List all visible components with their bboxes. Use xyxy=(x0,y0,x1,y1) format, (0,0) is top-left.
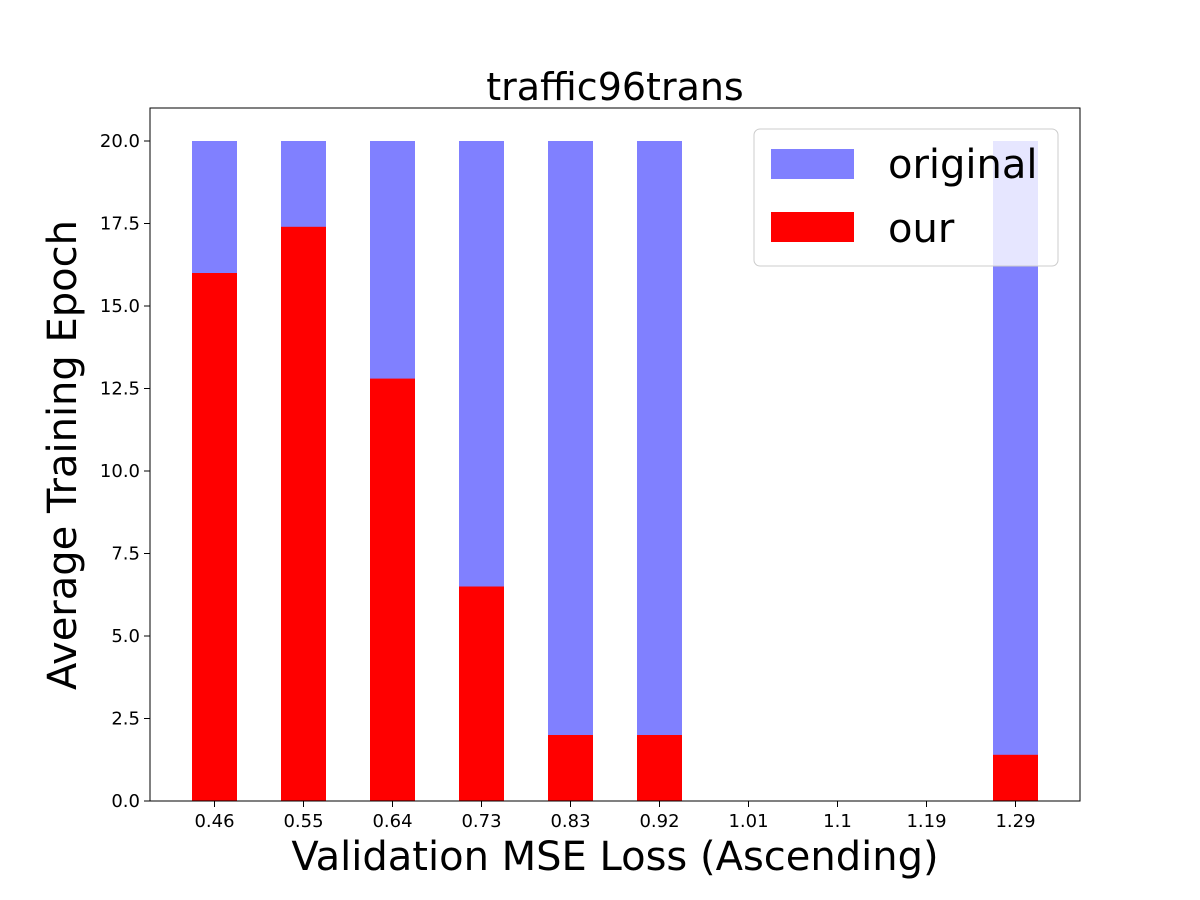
x-tick-label: 0.64 xyxy=(372,811,412,832)
bars-group xyxy=(192,141,1038,802)
bar-our-0.73 xyxy=(459,586,504,801)
x-tick-label: 1.29 xyxy=(995,811,1035,832)
y-tick-label: 15.0 xyxy=(100,296,140,317)
y-tick-label: 10.0 xyxy=(100,461,140,482)
x-tick-label: 0.73 xyxy=(461,811,501,832)
legend-swatch-our xyxy=(771,212,854,242)
bar-our-0.46 xyxy=(192,273,237,801)
bar-our-1.29 xyxy=(993,754,1038,801)
bar-original-0.92 xyxy=(637,141,682,801)
x-tick-label: 0.46 xyxy=(194,811,234,832)
bar-our-0.64 xyxy=(370,378,415,801)
x-axis-label: Validation MSE Loss (Ascending) xyxy=(291,834,938,880)
bar-our-0.83 xyxy=(548,735,593,801)
y-tick-label: 20.0 xyxy=(100,131,140,152)
legend-swatch-original xyxy=(771,149,854,179)
y-tick-label: 2.5 xyxy=(111,709,140,730)
x-tick-label: 1.01 xyxy=(728,811,768,832)
plot-frame xyxy=(149,107,1081,802)
x-ticks-group: 0.46 0.55 0.64 0.73 0.83 0.92 1.01 1.1 1.19 1.29 xyxy=(194,801,1036,832)
bar-original-0.83 xyxy=(548,141,593,801)
bar-our-0.55 xyxy=(281,226,326,802)
y-tick-label: 17.5 xyxy=(100,214,140,235)
legend-label-original: original xyxy=(888,142,1038,188)
x-tick-label: 0.83 xyxy=(550,811,590,832)
legend: original our xyxy=(753,128,1059,267)
y-axis-label: Average Training Epoch xyxy=(40,220,86,690)
y-tick-label: 5.0 xyxy=(111,626,140,647)
chart-title: traffic96trans xyxy=(486,65,743,109)
x-tick-label: 0.92 xyxy=(639,811,679,832)
y-tick-label: 12.5 xyxy=(100,379,140,400)
y-tick-label: 0.0 xyxy=(111,791,140,812)
y-tick-label: 7.5 xyxy=(111,544,140,565)
legend-label-our: our xyxy=(888,206,955,252)
x-tick-label: 0.55 xyxy=(283,811,323,832)
bar-our-0.92 xyxy=(637,735,682,801)
y-ticks-group: 0.0 2.5 5.0 7.5 10.0 12.5 15.0 17.5 20.0 xyxy=(100,131,150,812)
x-tick-label: 1.1 xyxy=(823,811,852,832)
x-tick-label: 1.19 xyxy=(906,811,946,832)
